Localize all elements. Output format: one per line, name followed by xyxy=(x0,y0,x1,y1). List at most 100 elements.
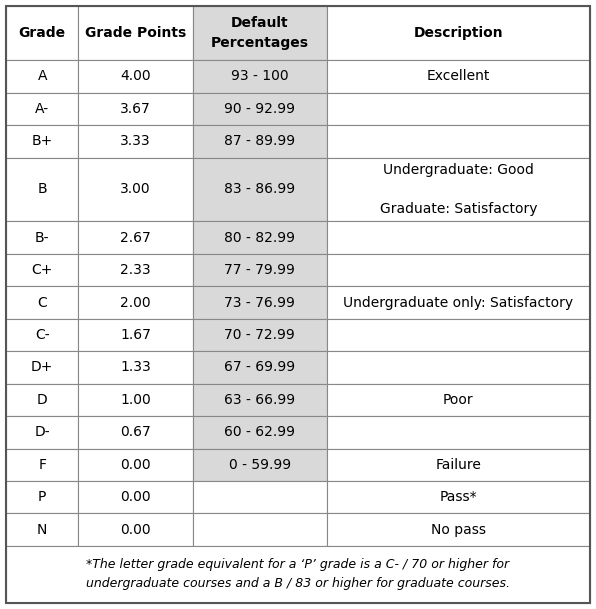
Bar xyxy=(79,319,193,351)
Bar xyxy=(79,222,193,254)
Text: 2.67: 2.67 xyxy=(120,231,151,245)
Bar xyxy=(327,384,590,416)
Text: A-: A- xyxy=(35,102,49,116)
Bar xyxy=(327,254,590,286)
Text: Description: Description xyxy=(414,26,503,40)
Bar xyxy=(193,416,327,449)
Text: Grade Points: Grade Points xyxy=(85,26,186,40)
Text: 2.00: 2.00 xyxy=(120,295,151,309)
Bar xyxy=(79,449,193,481)
Bar xyxy=(193,158,327,222)
Bar xyxy=(327,319,590,351)
Text: F: F xyxy=(38,458,46,472)
Text: Grade: Grade xyxy=(18,26,66,40)
Text: 1.67: 1.67 xyxy=(120,328,151,342)
Text: 0.00: 0.00 xyxy=(120,490,151,504)
Bar xyxy=(327,222,590,254)
Bar xyxy=(193,351,327,384)
Bar xyxy=(327,513,590,546)
Text: 0.67: 0.67 xyxy=(120,425,151,439)
Bar xyxy=(6,351,79,384)
Bar xyxy=(327,60,590,93)
Text: D: D xyxy=(37,393,48,407)
Bar xyxy=(79,513,193,546)
Bar xyxy=(6,416,79,449)
Bar xyxy=(193,449,327,481)
Text: *The letter grade equivalent for a ‘P’ grade is a C- / 70 or higher for
undergra: *The letter grade equivalent for a ‘P’ g… xyxy=(86,558,510,590)
Text: N: N xyxy=(37,523,48,537)
Bar xyxy=(327,125,590,158)
Bar xyxy=(79,481,193,513)
Bar xyxy=(327,6,590,60)
Text: 1.00: 1.00 xyxy=(120,393,151,407)
Bar xyxy=(6,286,79,319)
Bar xyxy=(327,351,590,384)
Text: 83 - 86.99: 83 - 86.99 xyxy=(224,183,296,197)
Bar xyxy=(193,286,327,319)
Bar xyxy=(193,384,327,416)
Bar xyxy=(6,481,79,513)
Text: C: C xyxy=(38,295,47,309)
Text: 0.00: 0.00 xyxy=(120,458,151,472)
Text: D+: D+ xyxy=(31,361,54,375)
Bar xyxy=(79,60,193,93)
Bar xyxy=(327,449,590,481)
Bar xyxy=(193,60,327,93)
Bar xyxy=(193,481,327,513)
Bar xyxy=(327,286,590,319)
Bar xyxy=(79,254,193,286)
Bar xyxy=(6,384,79,416)
Bar xyxy=(193,254,327,286)
Text: Failure: Failure xyxy=(436,458,482,472)
Bar xyxy=(79,158,193,222)
Text: 70 - 72.99: 70 - 72.99 xyxy=(224,328,295,342)
Text: 80 - 82.99: 80 - 82.99 xyxy=(224,231,295,245)
Text: 3.33: 3.33 xyxy=(120,134,151,148)
Text: A: A xyxy=(38,69,47,83)
Bar xyxy=(6,449,79,481)
Bar xyxy=(193,93,327,125)
Text: 90 - 92.99: 90 - 92.99 xyxy=(224,102,295,116)
Bar xyxy=(327,481,590,513)
Text: 4.00: 4.00 xyxy=(120,69,151,83)
Text: Undergraduate only: Satisfactory: Undergraduate only: Satisfactory xyxy=(343,295,573,309)
Bar xyxy=(327,93,590,125)
Text: B-: B- xyxy=(35,231,49,245)
Bar xyxy=(79,384,193,416)
Text: No pass: No pass xyxy=(431,523,486,537)
Text: 2.33: 2.33 xyxy=(120,263,151,277)
Bar xyxy=(193,319,327,351)
Bar xyxy=(193,6,327,60)
Bar xyxy=(193,222,327,254)
Text: P: P xyxy=(38,490,46,504)
Bar xyxy=(6,319,79,351)
Text: 3.00: 3.00 xyxy=(120,183,151,197)
Text: 87 - 89.99: 87 - 89.99 xyxy=(224,134,296,148)
Text: Undergraduate: Good

Graduate: Satisfactory: Undergraduate: Good Graduate: Satisfacto… xyxy=(380,163,537,216)
Bar xyxy=(6,254,79,286)
Text: B+: B+ xyxy=(32,134,53,148)
Bar xyxy=(6,546,590,603)
Bar xyxy=(6,222,79,254)
Bar xyxy=(79,125,193,158)
Text: 3.67: 3.67 xyxy=(120,102,151,116)
Text: C+: C+ xyxy=(32,263,53,277)
Text: D-: D- xyxy=(35,425,50,439)
Bar xyxy=(193,513,327,546)
Bar xyxy=(79,286,193,319)
Bar xyxy=(6,158,79,222)
Bar xyxy=(193,125,327,158)
Text: 67 - 69.99: 67 - 69.99 xyxy=(224,361,296,375)
Bar xyxy=(327,158,590,222)
Text: 63 - 66.99: 63 - 66.99 xyxy=(224,393,296,407)
Bar xyxy=(79,416,193,449)
Bar xyxy=(6,513,79,546)
Text: 77 - 79.99: 77 - 79.99 xyxy=(224,263,295,277)
Text: Poor: Poor xyxy=(443,393,474,407)
Bar xyxy=(79,6,193,60)
Text: 1.33: 1.33 xyxy=(120,361,151,375)
Text: Default
Percentages: Default Percentages xyxy=(211,16,309,51)
Bar xyxy=(6,125,79,158)
Text: B: B xyxy=(38,183,47,197)
Bar xyxy=(6,6,79,60)
